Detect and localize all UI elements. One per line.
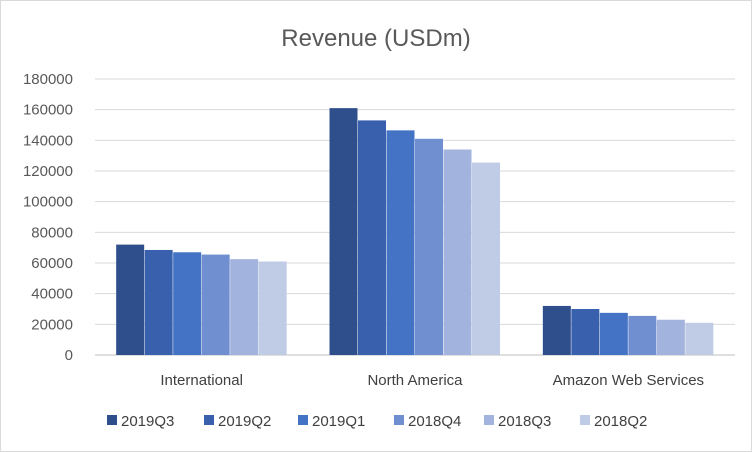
legend-label: 2019Q2 xyxy=(218,413,271,430)
y-axis: 0 20000 40000 60000 80000 100000 120000 140000 1… xyxy=(23,71,73,364)
legend-label: 2018Q3 xyxy=(498,413,551,430)
bar xyxy=(201,254,230,355)
legend-label: 2018Q2 xyxy=(594,413,647,430)
legend: 2019Q3 2019Q2 2019Q1 2018Q4 2018Q3 2018Q2 xyxy=(107,413,647,430)
legend-label: 2018Q4 xyxy=(408,413,461,430)
x-tick-label: Amazon Web Services xyxy=(553,372,704,389)
bar xyxy=(599,312,628,355)
y-tick-label: 60000 xyxy=(31,255,73,272)
bar xyxy=(628,315,657,355)
bar xyxy=(443,149,472,355)
y-tick-label: 20000 xyxy=(31,316,73,333)
bar xyxy=(472,162,500,355)
y-tick-label: 100000 xyxy=(23,194,73,211)
x-tick-label: International xyxy=(160,372,243,389)
legend-label: 2019Q3 xyxy=(121,413,174,430)
legend-swatch xyxy=(394,415,404,425)
legend-swatch xyxy=(107,415,117,425)
bar xyxy=(571,309,600,355)
x-axis: International North America Amazon Web Ser… xyxy=(160,372,704,389)
bar xyxy=(656,319,685,355)
bar xyxy=(685,322,714,355)
bar xyxy=(542,305,571,355)
bar xyxy=(116,244,145,355)
y-tick-label: 120000 xyxy=(23,163,73,180)
bars xyxy=(116,108,714,356)
legend-swatch xyxy=(484,415,494,425)
y-tick-label: 0 xyxy=(65,347,73,364)
legend-label: 2019Q1 xyxy=(312,413,365,430)
y-tick-label: 40000 xyxy=(31,286,73,303)
bar xyxy=(358,120,386,356)
legend-swatch xyxy=(298,415,308,425)
bar xyxy=(173,252,202,355)
bar xyxy=(258,261,287,355)
bar xyxy=(386,130,415,355)
x-tick-label: North America xyxy=(367,372,463,389)
bar xyxy=(230,259,259,355)
bar xyxy=(144,249,173,355)
y-tick-label: 80000 xyxy=(31,224,73,241)
bar xyxy=(415,138,443,355)
y-tick-label: 160000 xyxy=(23,102,73,119)
chart-title: Revenue (USDm) xyxy=(281,25,470,52)
y-tick-label: 140000 xyxy=(23,132,73,149)
legend-swatch xyxy=(580,415,590,425)
bar xyxy=(329,108,358,355)
legend-swatch xyxy=(204,415,214,425)
y-tick-label: 180000 xyxy=(23,71,73,88)
